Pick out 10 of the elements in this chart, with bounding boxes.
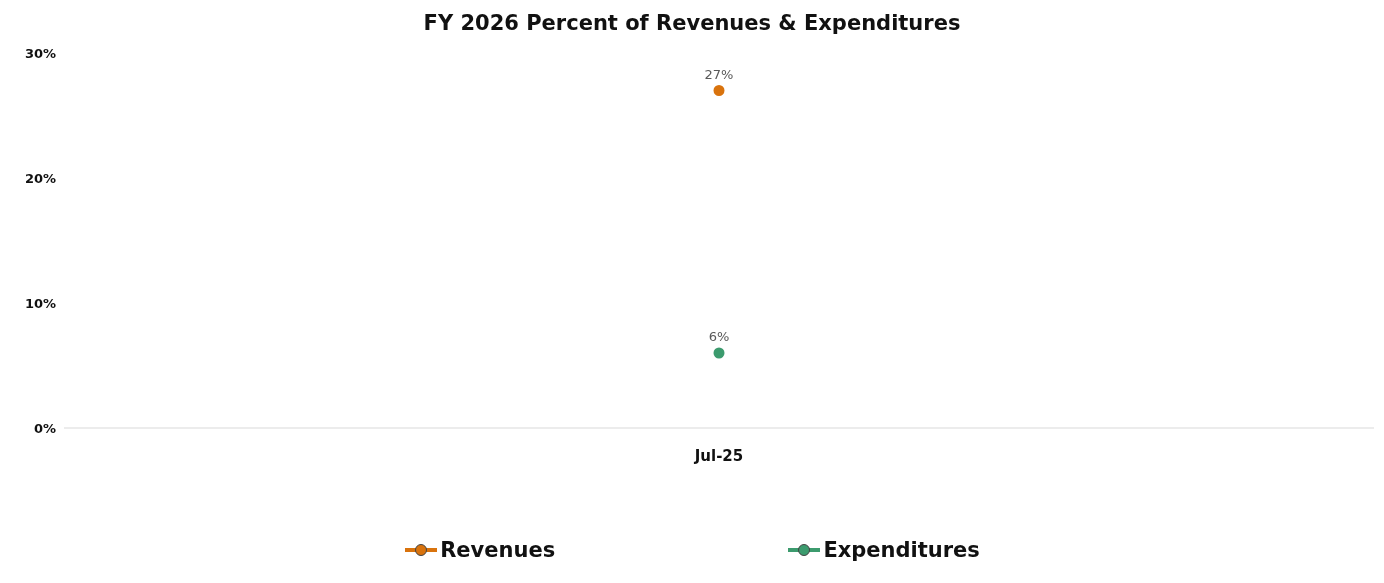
legend-label: Revenues (440, 538, 556, 562)
y-tick-label: 0% (33, 420, 56, 436)
data-label: 6% (708, 329, 730, 344)
y-tick-label: 30% (24, 45, 56, 61)
y-tick-label: 20% (24, 170, 56, 186)
y-tick-label: 10% (24, 295, 56, 311)
x-tick-label: Jul-25 (693, 446, 744, 465)
legend-label: Expenditures (823, 538, 980, 562)
data-label: 27% (704, 66, 734, 82)
chart-title: FY 2026 Percent of Revenues & Expenditures (422, 10, 962, 37)
